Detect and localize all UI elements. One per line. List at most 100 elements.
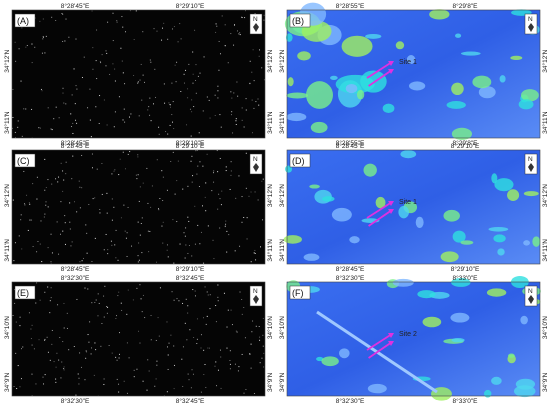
speckle bbox=[51, 329, 53, 331]
speckle bbox=[224, 24, 226, 26]
patch bbox=[520, 315, 528, 325]
speckle bbox=[47, 247, 49, 249]
speckle bbox=[110, 240, 112, 242]
patch bbox=[451, 277, 471, 287]
patch bbox=[406, 55, 416, 65]
speckle bbox=[12, 315, 14, 317]
speckle bbox=[115, 356, 117, 358]
speckle bbox=[161, 170, 163, 172]
speckle bbox=[26, 194, 28, 196]
speckle bbox=[142, 294, 144, 296]
speckle bbox=[92, 68, 94, 70]
panel-label: (F) bbox=[292, 288, 304, 298]
speckle bbox=[225, 166, 227, 168]
speckle bbox=[241, 16, 243, 18]
speckle bbox=[81, 76, 83, 78]
speckle bbox=[219, 53, 221, 55]
speckle bbox=[241, 221, 243, 223]
speckle bbox=[88, 341, 90, 343]
speckle bbox=[191, 155, 193, 157]
speckle bbox=[121, 16, 123, 18]
panel-label: (B) bbox=[292, 16, 304, 26]
speckle bbox=[147, 359, 149, 361]
speckle bbox=[167, 256, 169, 258]
speckle bbox=[217, 296, 219, 298]
speckle bbox=[231, 111, 233, 113]
speckle bbox=[228, 234, 230, 236]
speckle bbox=[164, 102, 166, 104]
speckle bbox=[194, 205, 196, 207]
speckle bbox=[121, 309, 123, 311]
speckle bbox=[156, 261, 158, 263]
speckle bbox=[81, 154, 83, 156]
right-tick-label: 34°10'N bbox=[541, 316, 549, 339]
speckle bbox=[105, 65, 107, 67]
speckle bbox=[235, 197, 237, 199]
north-arrow: N bbox=[253, 16, 258, 23]
speckle bbox=[57, 181, 59, 183]
speckle bbox=[66, 327, 68, 329]
speckle bbox=[166, 346, 168, 348]
speckle bbox=[78, 383, 80, 385]
speckle bbox=[139, 342, 141, 344]
speckle bbox=[41, 52, 43, 54]
speckle bbox=[65, 18, 67, 20]
speckle bbox=[245, 187, 247, 189]
speckle bbox=[58, 253, 60, 255]
speckle bbox=[14, 41, 16, 43]
speckle bbox=[246, 238, 248, 240]
speckle bbox=[120, 302, 122, 304]
speckle bbox=[188, 245, 190, 247]
patch bbox=[443, 209, 460, 222]
speckle bbox=[157, 317, 159, 319]
speckle bbox=[44, 374, 46, 376]
speckle bbox=[126, 392, 128, 394]
speckle bbox=[141, 217, 143, 219]
speckle bbox=[113, 206, 115, 208]
site-arrow bbox=[368, 209, 393, 227]
speckle bbox=[244, 10, 246, 12]
speckle bbox=[112, 63, 114, 65]
speckle bbox=[20, 80, 22, 82]
site-arrow bbox=[368, 69, 393, 87]
north-arrow: N bbox=[528, 288, 533, 295]
speckle bbox=[261, 357, 263, 359]
speckle bbox=[19, 386, 21, 388]
speckle bbox=[149, 97, 151, 99]
speckle bbox=[115, 317, 117, 319]
speckle bbox=[156, 360, 158, 362]
speckle bbox=[133, 376, 135, 378]
bottom-tick-label: 8°32'30"E bbox=[336, 397, 365, 405]
patch bbox=[460, 51, 481, 56]
speckle bbox=[241, 107, 243, 109]
speckle bbox=[32, 246, 34, 248]
speckle bbox=[124, 230, 126, 232]
speckle bbox=[206, 315, 208, 317]
speckle bbox=[245, 98, 247, 100]
speckle bbox=[258, 104, 260, 106]
speckle bbox=[15, 352, 17, 354]
panel-frame bbox=[286, 9, 541, 139]
left-tick-label: 34°12'N bbox=[3, 184, 11, 207]
speckle bbox=[133, 39, 135, 41]
speckle bbox=[186, 124, 188, 126]
speckle bbox=[167, 368, 169, 370]
speckle bbox=[263, 14, 265, 16]
speckle bbox=[76, 122, 78, 124]
speckle bbox=[83, 257, 85, 259]
speckle bbox=[189, 108, 191, 110]
speckle bbox=[42, 376, 44, 378]
speckle bbox=[192, 289, 194, 291]
patch bbox=[303, 253, 320, 261]
bottom-tick-label: 8°32'45"E bbox=[176, 397, 205, 405]
patch bbox=[310, 121, 328, 134]
arrow-head bbox=[388, 61, 394, 66]
speckle bbox=[216, 150, 218, 152]
speckle bbox=[62, 40, 64, 42]
speckle bbox=[235, 330, 237, 332]
speckle bbox=[234, 24, 236, 26]
speckle bbox=[192, 82, 194, 84]
speckle bbox=[96, 29, 98, 31]
speckle bbox=[99, 208, 101, 210]
speckle bbox=[245, 109, 247, 111]
